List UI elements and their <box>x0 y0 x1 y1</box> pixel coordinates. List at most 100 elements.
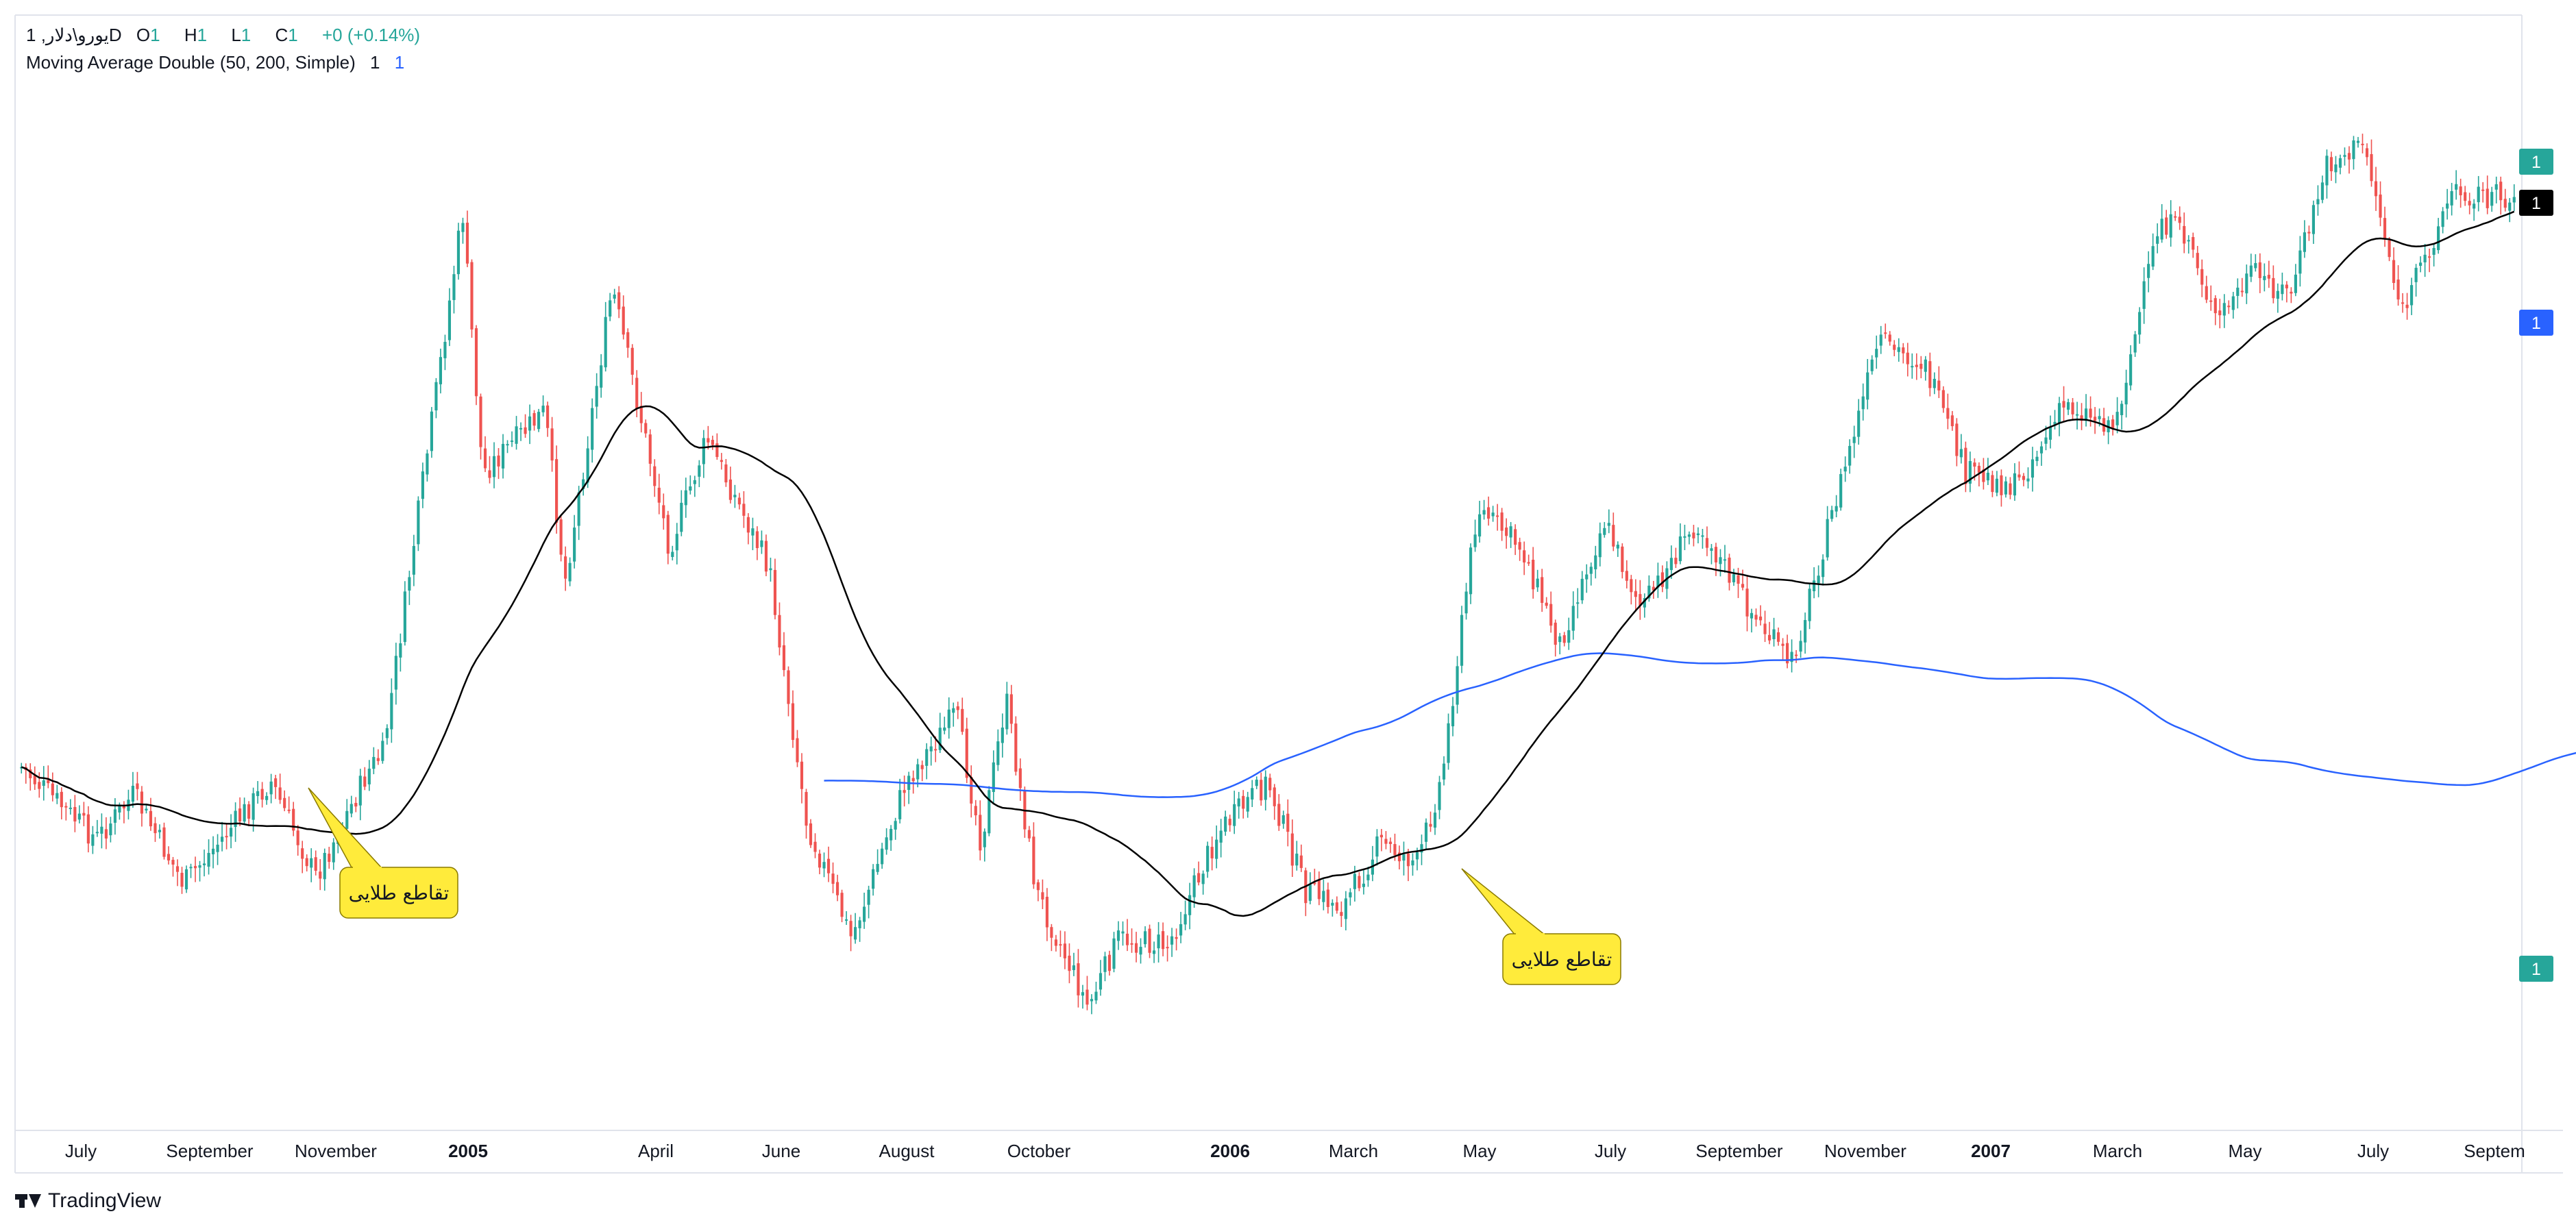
candle-body <box>675 534 678 551</box>
candle-body <box>1036 882 1040 891</box>
candle-body <box>586 448 589 483</box>
time-axis-label: October <box>1007 1141 1071 1161</box>
candle-body <box>207 852 210 867</box>
candle-body <box>301 848 304 859</box>
candle-body <box>2423 254 2427 262</box>
candle-body <box>666 515 670 554</box>
candle-body <box>1491 512 1495 517</box>
candle-body <box>421 471 424 499</box>
candle-body <box>2361 143 2364 145</box>
candle-body <box>890 828 893 841</box>
candle-body <box>1924 359 1927 372</box>
candle-body <box>1148 928 1151 953</box>
indicator-name[interactable]: Moving Average Double (50, 200, Simple) <box>26 52 356 73</box>
candle-body <box>2512 197 2516 203</box>
candle-body <box>211 848 215 855</box>
candle-body <box>2098 416 2101 419</box>
candle-body <box>2329 157 2333 171</box>
candle-body <box>2316 199 2320 205</box>
candle-body <box>2057 403 2061 423</box>
candle-body <box>447 300 452 340</box>
candle-body <box>2165 217 2168 235</box>
candle-body <box>1594 555 1597 569</box>
candle-body <box>1001 727 1004 743</box>
candle-body <box>452 274 456 300</box>
candle-body <box>1767 634 1771 641</box>
low-value: L1 <box>231 25 252 45</box>
candle-body <box>555 459 559 523</box>
candle-body <box>1331 902 1334 906</box>
candle-body <box>104 829 108 839</box>
candle-body <box>1728 557 1731 583</box>
candle-body <box>1843 467 1847 472</box>
candle-body <box>483 448 487 469</box>
candle-body <box>202 863 206 865</box>
time-axis-label: March <box>2093 1141 2142 1161</box>
candle-body <box>2093 417 2097 421</box>
candle-body <box>2089 408 2092 418</box>
candle-body <box>1750 612 1754 619</box>
candle-body <box>162 827 166 857</box>
candle-body <box>2138 312 2142 335</box>
candle-body <box>1541 577 1544 604</box>
candle-body <box>546 405 550 428</box>
candle-body <box>1839 473 1843 508</box>
candle-body <box>746 517 750 533</box>
candle-body <box>1758 616 1763 621</box>
candle-body <box>1660 572 1664 587</box>
candle-body <box>2414 267 2418 282</box>
candle-body <box>91 834 95 846</box>
candle-body <box>1041 892 1044 900</box>
time-axis-label: May <box>2228 1141 2261 1161</box>
candle-body <box>1451 706 1455 727</box>
candle-body <box>2477 186 2480 203</box>
candle-body <box>2240 290 2244 293</box>
close-value: C1 <box>275 25 298 45</box>
candle-body <box>1406 853 1410 867</box>
candle-body <box>1692 532 1695 538</box>
candle-body <box>925 749 929 766</box>
indicator-legend[interactable]: Moving Average Double (50, 200, Simple) … <box>26 52 414 73</box>
candle-body <box>1344 898 1347 919</box>
symbol-title[interactable]: یورو\دلار, 1D <box>26 25 122 45</box>
candle-body <box>737 497 741 505</box>
candle-body <box>755 531 759 549</box>
candle-body <box>95 832 99 834</box>
candle-body <box>537 412 541 430</box>
candle-body <box>2320 182 2324 200</box>
candle-body <box>252 793 255 820</box>
golden-cross-callout[interactable] <box>339 867 458 919</box>
tradingview-logo[interactable]: TradingView <box>15 1189 161 1213</box>
candle-body <box>698 465 701 477</box>
candle-body <box>1950 415 1954 427</box>
candle-body <box>131 785 135 802</box>
candle-body <box>1647 585 1651 599</box>
candle-body <box>952 708 955 713</box>
candle-body <box>1375 836 1379 857</box>
candle-body <box>854 927 857 940</box>
candle-body <box>653 466 657 486</box>
candle-body <box>1754 615 1758 620</box>
candle-body <box>965 728 968 778</box>
candle-body <box>1237 798 1240 807</box>
candle-body <box>2263 275 2266 280</box>
candle-body <box>1977 465 1980 473</box>
candle-body <box>2000 475 2003 495</box>
candle-body <box>1112 938 1116 969</box>
candle-body <box>911 778 915 782</box>
price-badge-label: 1 <box>2531 314 2541 333</box>
candle-body <box>2405 304 2409 308</box>
candle-body <box>550 428 554 461</box>
candle-body <box>1308 884 1312 901</box>
golden-cross-callout[interactable] <box>1502 933 1621 985</box>
candle-body <box>73 806 77 822</box>
candle-body <box>278 787 282 800</box>
candle-body <box>1362 883 1365 887</box>
symbol-legend[interactable]: یورو\دلار, 1D O1 H1 L1 C1 +0 (+0.14%) <box>26 25 430 46</box>
candle-body <box>1683 536 1686 538</box>
candle-body <box>1741 584 1745 588</box>
candle-body <box>1264 776 1267 800</box>
candle-body <box>1246 797 1249 812</box>
candle-body <box>314 857 317 871</box>
